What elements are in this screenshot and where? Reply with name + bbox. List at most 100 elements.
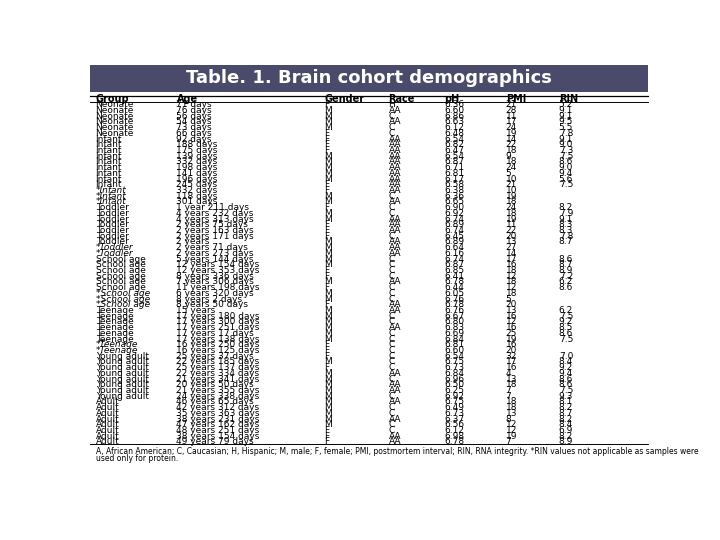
Text: 9.0: 9.0 (559, 140, 573, 150)
Text: 2 years 163 days: 2 years 163 days (176, 226, 254, 235)
Text: F: F (324, 272, 330, 281)
Text: 11: 11 (505, 220, 517, 230)
Text: C: C (389, 232, 395, 241)
Text: 7: 7 (505, 392, 511, 401)
Text: AA: AA (389, 300, 401, 309)
Text: 35 years 363 days: 35 years 363 days (176, 409, 260, 418)
Text: C: C (389, 340, 395, 349)
Text: M: M (324, 260, 332, 269)
Text: M: M (324, 409, 332, 418)
Text: 6.64: 6.64 (444, 243, 464, 252)
Text: 1 year 211 days: 1 year 211 days (176, 203, 250, 212)
Text: AA: AA (389, 106, 401, 115)
Text: AA: AA (389, 249, 401, 258)
Text: 19: 19 (505, 214, 517, 224)
Text: AA: AA (389, 186, 401, 195)
Text: 21 years 355 days: 21 years 355 days (176, 386, 260, 395)
Text: Infant: Infant (96, 174, 122, 184)
Text: *Teenage: *Teenage (96, 346, 138, 355)
Text: 8.2: 8.2 (559, 203, 573, 212)
Text: 73 days: 73 days (176, 123, 212, 132)
Text: 6.87: 6.87 (444, 260, 464, 269)
Text: School age: School age (96, 278, 145, 286)
Text: F: F (324, 203, 330, 212)
Text: 6.47: 6.47 (444, 146, 464, 155)
Text: 7.0: 7.0 (559, 352, 573, 361)
Text: School age: School age (96, 254, 145, 264)
Text: 141 days: 141 days (176, 169, 217, 178)
Text: 8.2: 8.2 (559, 431, 573, 441)
Text: C: C (389, 295, 395, 303)
Text: 17: 17 (505, 357, 517, 367)
Text: 5: 5 (505, 169, 511, 178)
Text: M: M (324, 397, 332, 407)
Text: 76 days: 76 days (176, 106, 212, 115)
Text: 139 days: 139 days (176, 152, 218, 161)
Text: 12: 12 (505, 318, 517, 327)
Text: Adult: Adult (96, 426, 120, 435)
Text: Race: Race (389, 94, 415, 104)
Text: AA: AA (389, 198, 401, 206)
Text: Teenage: Teenage (96, 329, 133, 338)
Text: 6.2: 6.2 (559, 278, 573, 286)
Text: 245 days: 245 days (176, 180, 217, 190)
Text: 7: 7 (505, 437, 511, 447)
Text: M: M (324, 403, 332, 412)
Text: F: F (324, 363, 330, 372)
Text: Infant: Infant (96, 140, 122, 150)
Text: M: M (324, 357, 332, 367)
Text: M: M (324, 192, 332, 201)
Text: 24 years 338 days: 24 years 338 days (176, 392, 260, 401)
Text: 8.6: 8.6 (559, 283, 573, 292)
Text: RIN: RIN (559, 94, 578, 104)
Text: 20 years 50 days: 20 years 50 days (176, 380, 254, 389)
Text: 4 years 313 days: 4 years 313 days (176, 214, 254, 224)
Text: Infant: Infant (96, 146, 122, 155)
Text: 6.86: 6.86 (444, 112, 464, 121)
Text: M: M (324, 238, 332, 246)
Text: 25 years 137 days: 25 years 137 days (176, 363, 260, 372)
Text: 6.36: 6.36 (444, 192, 464, 201)
Text: 7.5: 7.5 (559, 335, 573, 343)
Text: Teenage: Teenage (96, 323, 133, 332)
Text: Infant: Infant (96, 134, 122, 144)
Text: *Infant: *Infant (96, 198, 126, 206)
Text: 6.78: 6.78 (444, 278, 464, 286)
Text: 19: 19 (505, 431, 517, 441)
Text: Young adult: Young adult (96, 380, 148, 389)
Text: 198 days: 198 days (176, 163, 218, 172)
Text: Adult: Adult (96, 420, 120, 429)
Text: Toddler: Toddler (96, 232, 128, 241)
Text: AA: AA (389, 431, 401, 441)
Text: 7.5: 7.5 (559, 312, 573, 321)
Text: M: M (324, 318, 332, 327)
Text: M: M (324, 392, 332, 401)
Text: C: C (389, 129, 395, 138)
Text: 8 years 336 days: 8 years 336 days (176, 272, 254, 281)
Text: 6.56: 6.56 (444, 420, 464, 429)
Text: M: M (324, 169, 332, 178)
Text: 19: 19 (505, 335, 517, 343)
Text: AA: AA (389, 220, 401, 230)
Text: F: F (324, 226, 330, 235)
Text: M: M (324, 249, 332, 258)
Text: 22: 22 (505, 226, 517, 235)
Text: F: F (324, 431, 330, 441)
Text: Young adult: Young adult (96, 363, 148, 372)
Text: 7.5: 7.5 (559, 152, 573, 161)
Text: 20: 20 (505, 300, 517, 309)
Text: 18: 18 (505, 198, 517, 206)
Text: 6.92: 6.92 (444, 209, 464, 218)
Text: M: M (324, 386, 332, 395)
Text: M: M (324, 118, 332, 126)
Text: Adult: Adult (96, 415, 120, 423)
Text: 21: 21 (505, 100, 517, 109)
Text: *School age: *School age (96, 300, 150, 309)
Text: M: M (324, 420, 332, 429)
Text: 6.89: 6.89 (444, 238, 464, 246)
Text: 6.17: 6.17 (444, 174, 464, 184)
Text: 8.9: 8.9 (559, 437, 573, 447)
Text: 6.92: 6.92 (444, 392, 464, 401)
Text: M: M (324, 152, 332, 161)
Text: 71 days: 71 days (176, 100, 212, 109)
